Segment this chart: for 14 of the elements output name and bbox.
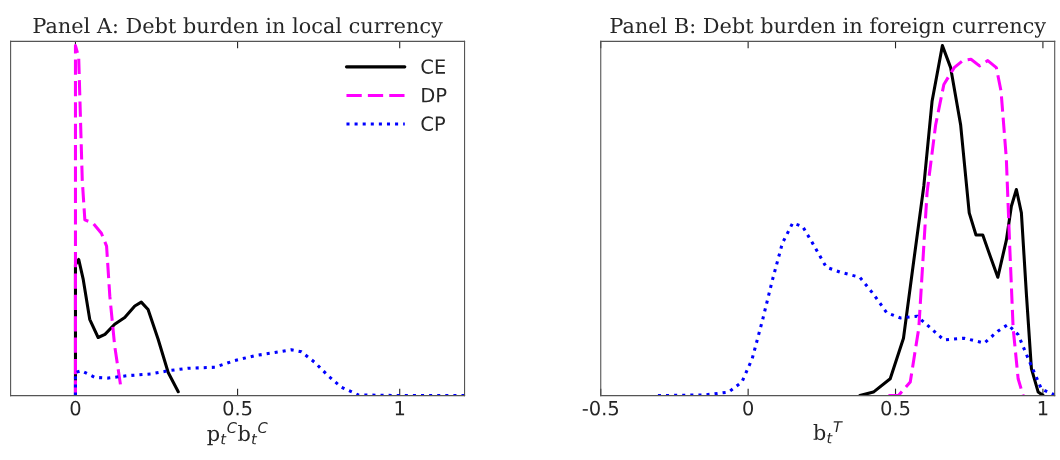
x-tick-label: 0 <box>70 400 81 416</box>
x-tick-label: 0 <box>743 400 754 416</box>
x-tick-label: 0.5 <box>223 400 252 416</box>
x-tick-label: -0.5 <box>582 400 619 416</box>
legend-label: CE <box>421 59 445 74</box>
x-tick-label: 0.5 <box>881 400 910 416</box>
legend-label: DP <box>422 88 447 103</box>
legend-label: CP <box>421 116 445 132</box>
chart-title: Panel B: Debt burden in foreign currency <box>610 17 1047 38</box>
x-axis-title: p$_{t}$$^{C}$b$_{t}$$^{C}$ <box>207 422 268 446</box>
chart-title: Panel A: Debt burden in local currency <box>33 17 443 38</box>
x-axis-title: b$_{t}$$^{T}$ <box>813 421 843 444</box>
x-tick-label: 1 <box>1038 401 1048 416</box>
x-tick-label: 1 <box>395 401 405 416</box>
